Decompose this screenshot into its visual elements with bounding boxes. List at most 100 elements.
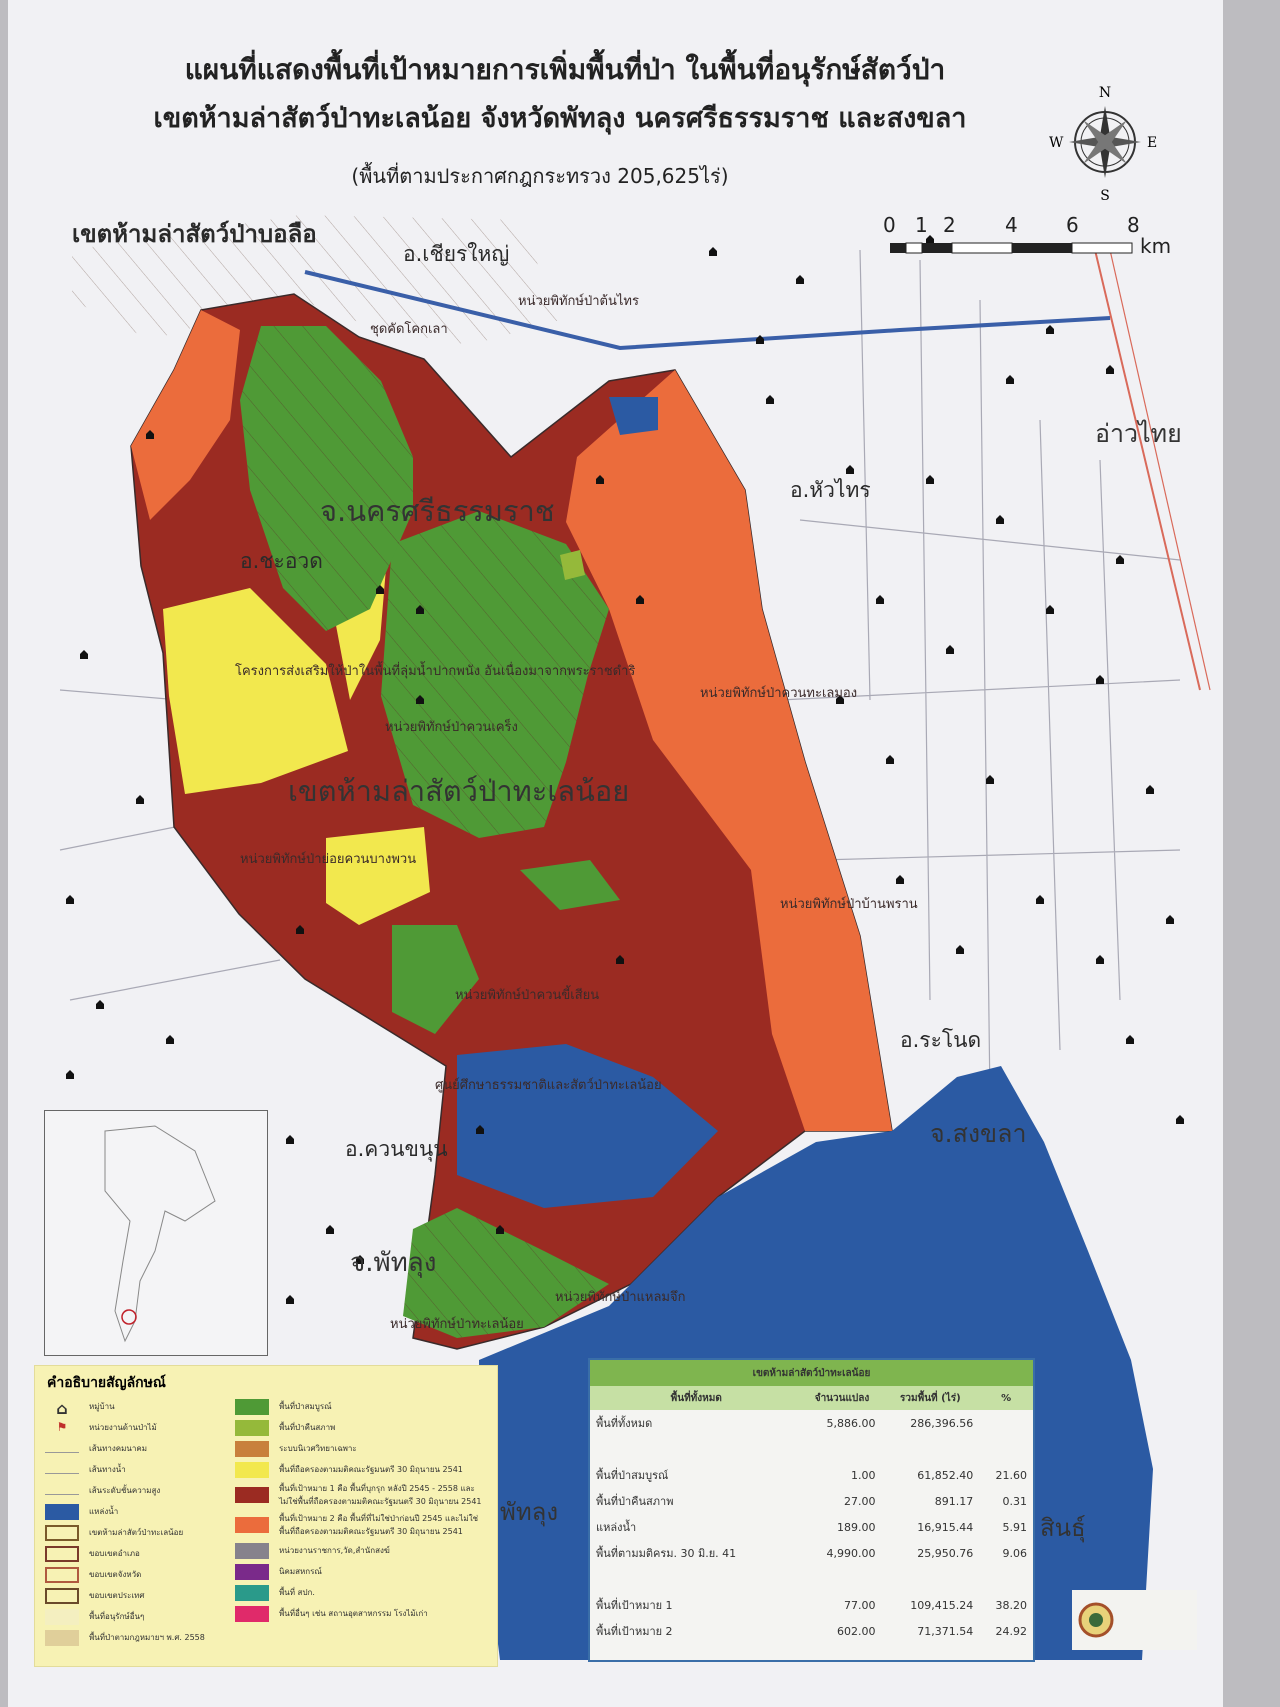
legend-label: พื้นที่อนุรักษ์อื่นๆ — [89, 1612, 145, 1621]
legend-item: หน่วยงานราชการ,วัด,สำนักสงฆ์ — [235, 1540, 490, 1561]
thailand-inset-map — [44, 1110, 268, 1356]
village-icon — [136, 795, 144, 804]
compass-w: W — [1049, 135, 1064, 151]
scale-tick: 1 — [915, 213, 928, 237]
village-icon — [846, 465, 854, 474]
table-cell: 71,371.54 — [917, 1624, 974, 1638]
legend-item: ⌂ หมู่บ้าน — [45, 1396, 215, 1418]
village-icon — [616, 955, 624, 964]
scale-tick: 0 — [883, 213, 896, 237]
village-icon — [1106, 365, 1114, 374]
label-khok-lao: ชุดคัดโคกเลา — [370, 322, 448, 337]
village-icon — [766, 395, 774, 404]
table-cell: 109,415.24 — [910, 1598, 974, 1612]
village-icon — [416, 605, 424, 614]
legend-label: เขตห้ามล่าสัตว์ป่าทะเลน้อย — [89, 1528, 184, 1537]
legend-label: นิคมสหกรณ์ — [279, 1567, 322, 1576]
legend-label: เส้นระดับชั้นความสูง — [89, 1486, 161, 1495]
village-icon — [926, 475, 934, 484]
village-icon — [66, 895, 74, 904]
village-icon — [1096, 955, 1104, 964]
village-icon — [66, 1070, 74, 1079]
scale-tick: 8 — [1127, 213, 1140, 237]
area-summary-table: เขตห้ามล่าสัตว์ป่าทะเลน้อย พื้นที่ทั้งหม… — [588, 1358, 1035, 1662]
label-khuan-thale-mong: หน่วยพิทักษ์ป่าควนทะเลมอง — [700, 686, 858, 701]
compass-rose-icon: N S E W — [1049, 85, 1157, 204]
village-icon — [1036, 895, 1044, 904]
thale-noi-lake — [457, 1044, 718, 1208]
legend-item: พื้นที่ป่าตามกฎหมายฯ พ.ศ. 2558 — [45, 1627, 215, 1648]
table-row: พื้นที่ตามมติครม. 30 มิ.ย. 41 4,990.00 25,… — [590, 1540, 1033, 1566]
forest-unit-icon: ⚑ — [56, 1419, 68, 1434]
scale-bar: 0 1 2 4 6 8 km — [883, 213, 1171, 258]
map-title: แผนที่แสดงพื้นที่เป้าหมายการเพิ่มพื้นที่… — [184, 53, 946, 86]
table-cell: พื้นที่ตามมติครม. 30 มิ.ย. 41 — [596, 1547, 737, 1560]
table-cell — [882, 1566, 980, 1592]
compass-n: N — [1099, 85, 1111, 101]
table-row: พื้นที่เป้าหมาย 1 77.00 109,415.24 38.20 — [590, 1592, 1033, 1618]
table-header-cell: รวมพื้นที่ (ไร่) — [881, 1386, 980, 1410]
legend-item: พื้นที่อื่นๆ เช่น สถานอุตสาหกรรม โรงไม้เ… — [235, 1603, 490, 1624]
legend-item: พื้นที่ สปก. — [235, 1582, 490, 1603]
label-hua-sai: อ.หัวไทร — [790, 478, 871, 502]
village-icon — [376, 585, 384, 594]
village-icon — [596, 475, 604, 484]
legend-label: พื้นที่ป่าตามกฎหมายฯ พ.ศ. 2558 — [89, 1633, 205, 1642]
contour-line — [45, 1486, 79, 1495]
legend-item: ขอบเขตจังหวัด — [45, 1564, 215, 1585]
village-icon — [636, 595, 644, 604]
table-cell: 25,950.76 — [917, 1546, 974, 1560]
legend-item: ขอบเขตประเทศ — [45, 1585, 215, 1606]
label-khuan-bang: หน่วยพิทักษ์ป่าย่อยควนบางพวน — [240, 852, 417, 867]
legend-swatch — [235, 1542, 269, 1559]
legend-label: ระบบนิเวศวิทยาเฉพาะ — [279, 1444, 357, 1453]
legend-item: พื้นที่เป้าหมาย 2 คือ พื้นที่ที่ไม่ใช่ป่… — [235, 1510, 490, 1540]
legend-item: เส้นทางน้ำ — [45, 1459, 215, 1480]
label-nakhon-si-thammarat: จ.นครศรีธรรมราช — [320, 494, 555, 528]
legend-title: คำอธิบายสัญลักษณ์ — [47, 1375, 166, 1391]
label-study-center: ศูนย์ศึกษาธรรมชาติและสัตว์ป่าทะเลน้อย — [435, 1078, 662, 1093]
legend-swatch — [45, 1608, 79, 1625]
legend-item: เส้นทางคมนาคม — [45, 1438, 215, 1459]
village-icon — [1006, 375, 1014, 384]
label-khuan-khanun: อ.ควนขนุน — [345, 1137, 448, 1161]
label-ban-phran: หน่วยพิทักษ์ป่าบ้านพราน — [780, 897, 918, 912]
compass-s: S — [1100, 188, 1110, 204]
label-ranot: อ.ระโนด — [900, 1028, 982, 1052]
table-cell — [979, 1566, 1033, 1592]
legend-label: พื้นที่เป้าหมาย 1 คือ พื้นที่บุกรุก หลัง… — [279, 1484, 482, 1506]
table-cell: 16,915.44 — [917, 1520, 974, 1534]
label-sin: สินธุ์ — [1040, 1514, 1086, 1542]
location-marker-icon — [121, 1309, 137, 1325]
village-icon — [996, 515, 1004, 524]
label-chian-yai: อ.เชียรใหญ่ — [403, 242, 510, 266]
table-cell — [979, 1436, 1033, 1462]
table-cell — [803, 1566, 882, 1592]
table-caption: เขตห้ามล่าสัตว์ป่าทะเลน้อย — [590, 1360, 1033, 1386]
label-khuan-khreng: หน่วยพิทักษ์ป่าควนเคร็ง — [385, 720, 518, 735]
table-cell: 5.91 — [1002, 1520, 1028, 1534]
table-row: พื้นที่ป่าคืนสภาพ 27.00 891.17 0.31 — [590, 1488, 1033, 1514]
village-icon — [1126, 1035, 1134, 1044]
legend-item: เขตห้ามล่าสัตว์ป่าทะเลน้อย — [45, 1522, 215, 1543]
table-cell: 602.00 — [837, 1624, 876, 1638]
table-cell: 61,852.40 — [917, 1468, 974, 1482]
legend-item: พื้นที่ถือครองตามมติคณะรัฐมนตรี 30 มิถุน… — [235, 1459, 490, 1480]
road-network — [59, 249, 1211, 1461]
compass-e: E — [1147, 135, 1157, 151]
legend-outline-swatch — [45, 1524, 79, 1541]
table-cell: 21.60 — [995, 1468, 1028, 1482]
label-royal-project: โครงการส่งเสริมให้ป่าในพื้นที่ลุ่มน้ำปาก… — [235, 664, 636, 679]
village-icon — [476, 1125, 484, 1134]
agency-logo — [1072, 1590, 1197, 1650]
legend-label: พื้นที่เป้าหมาย 2 คือ พื้นที่ที่ไม่ใช่ป่… — [279, 1514, 479, 1536]
table-row — [590, 1566, 1033, 1592]
legend-swatch — [235, 1517, 269, 1533]
village-icon — [146, 430, 154, 439]
zone-target2-east — [566, 370, 892, 1131]
bolue-hatched-area — [72, 215, 560, 345]
legend-item: ระบบนิเวศวิทยาเฉพาะ — [235, 1438, 490, 1459]
zone-target2-west — [131, 310, 240, 520]
legend-item: ขอบเขตอำเภอ — [45, 1543, 215, 1564]
legend-item: พื้นที่อนุรักษ์อื่นๆ — [45, 1606, 215, 1627]
